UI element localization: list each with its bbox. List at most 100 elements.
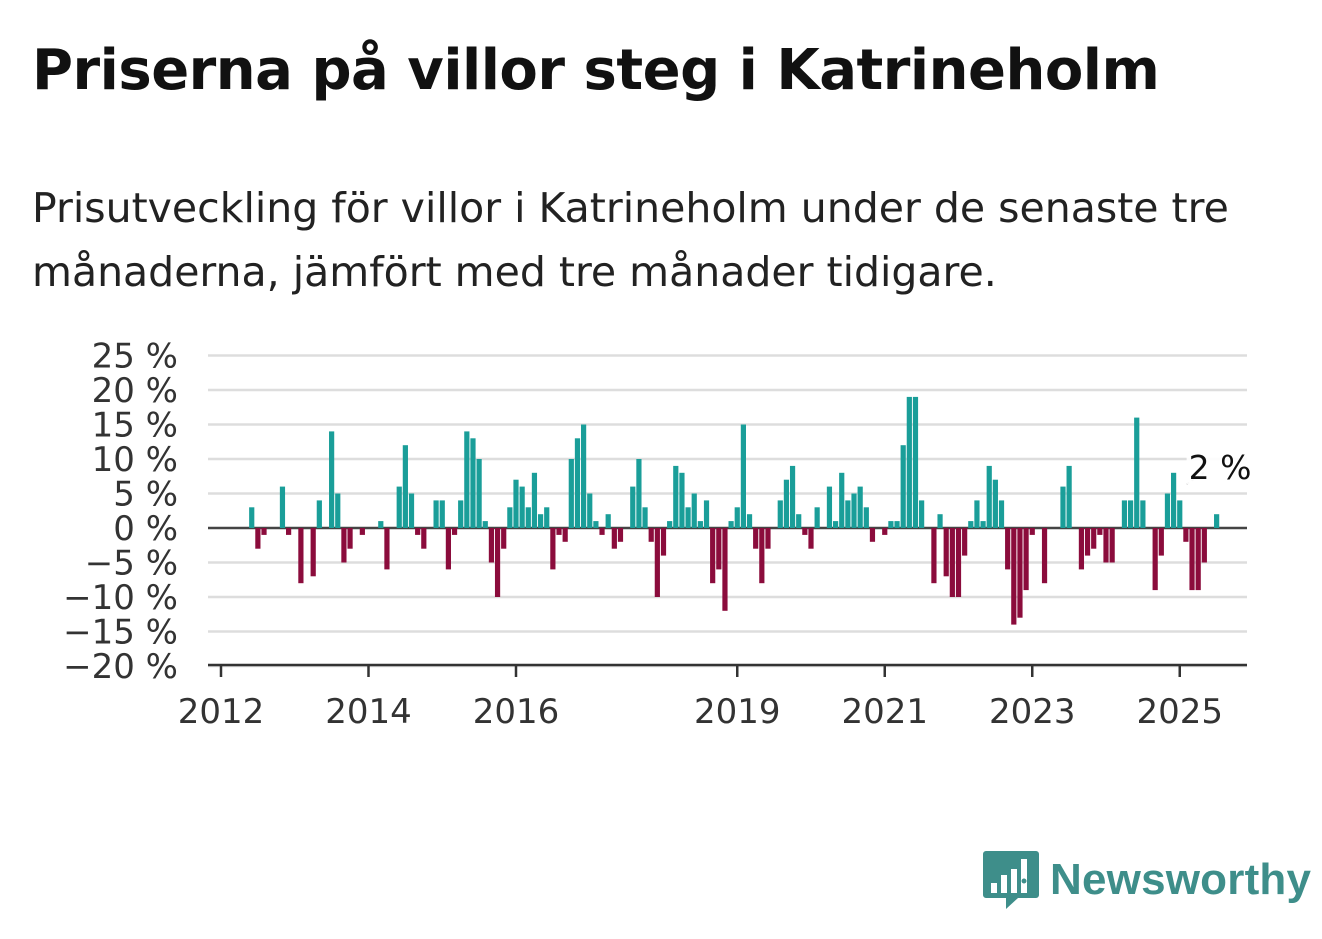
bar xyxy=(777,500,783,528)
bar xyxy=(1060,486,1066,528)
bar xyxy=(341,528,347,563)
bar xyxy=(882,528,888,535)
x-axis: 2012 2014 2016 2019 2021 2023 2025 xyxy=(178,663,1247,732)
brand-name: Newsworthy xyxy=(1050,855,1312,904)
bar xyxy=(593,521,599,528)
bar xyxy=(894,521,900,528)
bar xyxy=(1201,528,1207,563)
bar xyxy=(415,528,421,535)
bar xyxy=(1134,417,1140,528)
bar xyxy=(667,521,673,528)
bar xyxy=(329,431,335,528)
bar xyxy=(439,500,445,528)
bar xyxy=(249,507,255,528)
bar xyxy=(550,528,556,570)
bar xyxy=(310,528,316,577)
bar xyxy=(1097,528,1103,535)
bars xyxy=(249,396,1220,625)
x-tick-label: 2012 xyxy=(178,692,265,732)
bar xyxy=(562,528,568,542)
bar xyxy=(912,396,919,528)
bar xyxy=(1029,528,1035,535)
y-tick-label: −20 % xyxy=(63,647,178,687)
bar xyxy=(1084,528,1091,556)
bar xyxy=(980,521,986,528)
bar xyxy=(851,493,857,528)
bar xyxy=(1078,528,1085,570)
bar xyxy=(636,459,642,528)
bar xyxy=(482,521,488,528)
bar xyxy=(255,528,261,549)
bar xyxy=(1177,500,1183,528)
bar xyxy=(679,472,685,528)
bar xyxy=(900,445,906,528)
bar xyxy=(408,493,415,528)
bar xyxy=(519,486,525,528)
y-tick-label: 0 % xyxy=(113,509,178,549)
bar xyxy=(1140,500,1146,528)
bar xyxy=(402,445,408,528)
bar xyxy=(1091,528,1097,549)
bar xyxy=(617,528,624,542)
bar xyxy=(421,528,427,549)
bar xyxy=(1005,528,1011,570)
bar xyxy=(654,528,660,597)
bar xyxy=(464,431,470,528)
bar xyxy=(494,528,501,597)
x-tick-label: 2014 xyxy=(325,692,412,732)
bar xyxy=(716,528,722,570)
bar xyxy=(501,528,507,549)
y-tick-label: 15 % xyxy=(92,406,178,446)
annotation-background xyxy=(1186,448,1253,485)
bar xyxy=(1189,528,1195,591)
bar xyxy=(544,507,550,528)
bar xyxy=(359,528,365,535)
bar xyxy=(1023,528,1029,591)
bar xyxy=(1171,472,1177,528)
bar xyxy=(968,521,974,528)
bar xyxy=(863,507,869,528)
bar xyxy=(722,528,728,611)
bar xyxy=(556,528,562,535)
y-tick-label: 20 % xyxy=(92,371,178,411)
bar xyxy=(1109,528,1115,563)
bar xyxy=(298,528,304,584)
bar xyxy=(660,528,667,556)
bar xyxy=(1195,528,1201,591)
bar xyxy=(937,514,943,528)
bar xyxy=(1214,514,1220,528)
bar xyxy=(955,528,962,597)
bar xyxy=(1164,493,1171,528)
bar xyxy=(796,514,802,528)
bar xyxy=(488,528,495,563)
grid-lines xyxy=(208,354,1247,668)
bar xyxy=(869,528,876,542)
bar xyxy=(919,500,925,528)
bar xyxy=(857,486,863,528)
bar xyxy=(888,521,894,528)
x-tick-label: 2025 xyxy=(1136,692,1223,732)
bar xyxy=(703,500,710,528)
x-tick-label: 2023 xyxy=(989,692,1076,732)
bar xyxy=(378,521,384,528)
bar xyxy=(574,438,581,528)
bar xyxy=(839,472,845,528)
bar xyxy=(746,514,753,528)
last-value-annotation: 2 % xyxy=(1186,448,1253,487)
bar-chart: 25 %20 %15 %10 %5 %0 %−5 %−10 %−15 %−20 … xyxy=(63,337,1253,732)
y-tick-label: 25 % xyxy=(92,337,178,377)
bar xyxy=(279,486,286,528)
newsworthy-logo: Newsworthy xyxy=(982,848,1311,912)
bar xyxy=(710,528,716,584)
bar xyxy=(507,507,513,528)
bar xyxy=(316,500,322,528)
bar xyxy=(1011,528,1017,625)
bar xyxy=(445,528,451,570)
bar xyxy=(470,438,476,528)
bar xyxy=(759,528,765,584)
x-tick-label: 2021 xyxy=(841,692,928,732)
bar xyxy=(962,528,968,556)
y-tick-label: −5 % xyxy=(85,544,178,584)
bar xyxy=(335,493,341,528)
bar xyxy=(451,528,458,535)
